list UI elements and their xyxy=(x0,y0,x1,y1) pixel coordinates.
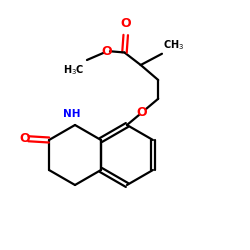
Text: O: O xyxy=(137,106,147,119)
Text: O: O xyxy=(20,132,30,145)
Text: NH: NH xyxy=(63,109,81,119)
Text: H$_3$C: H$_3$C xyxy=(64,63,85,77)
Text: O: O xyxy=(102,45,112,58)
Text: CH$_3$: CH$_3$ xyxy=(163,38,184,52)
Text: O: O xyxy=(120,17,131,30)
